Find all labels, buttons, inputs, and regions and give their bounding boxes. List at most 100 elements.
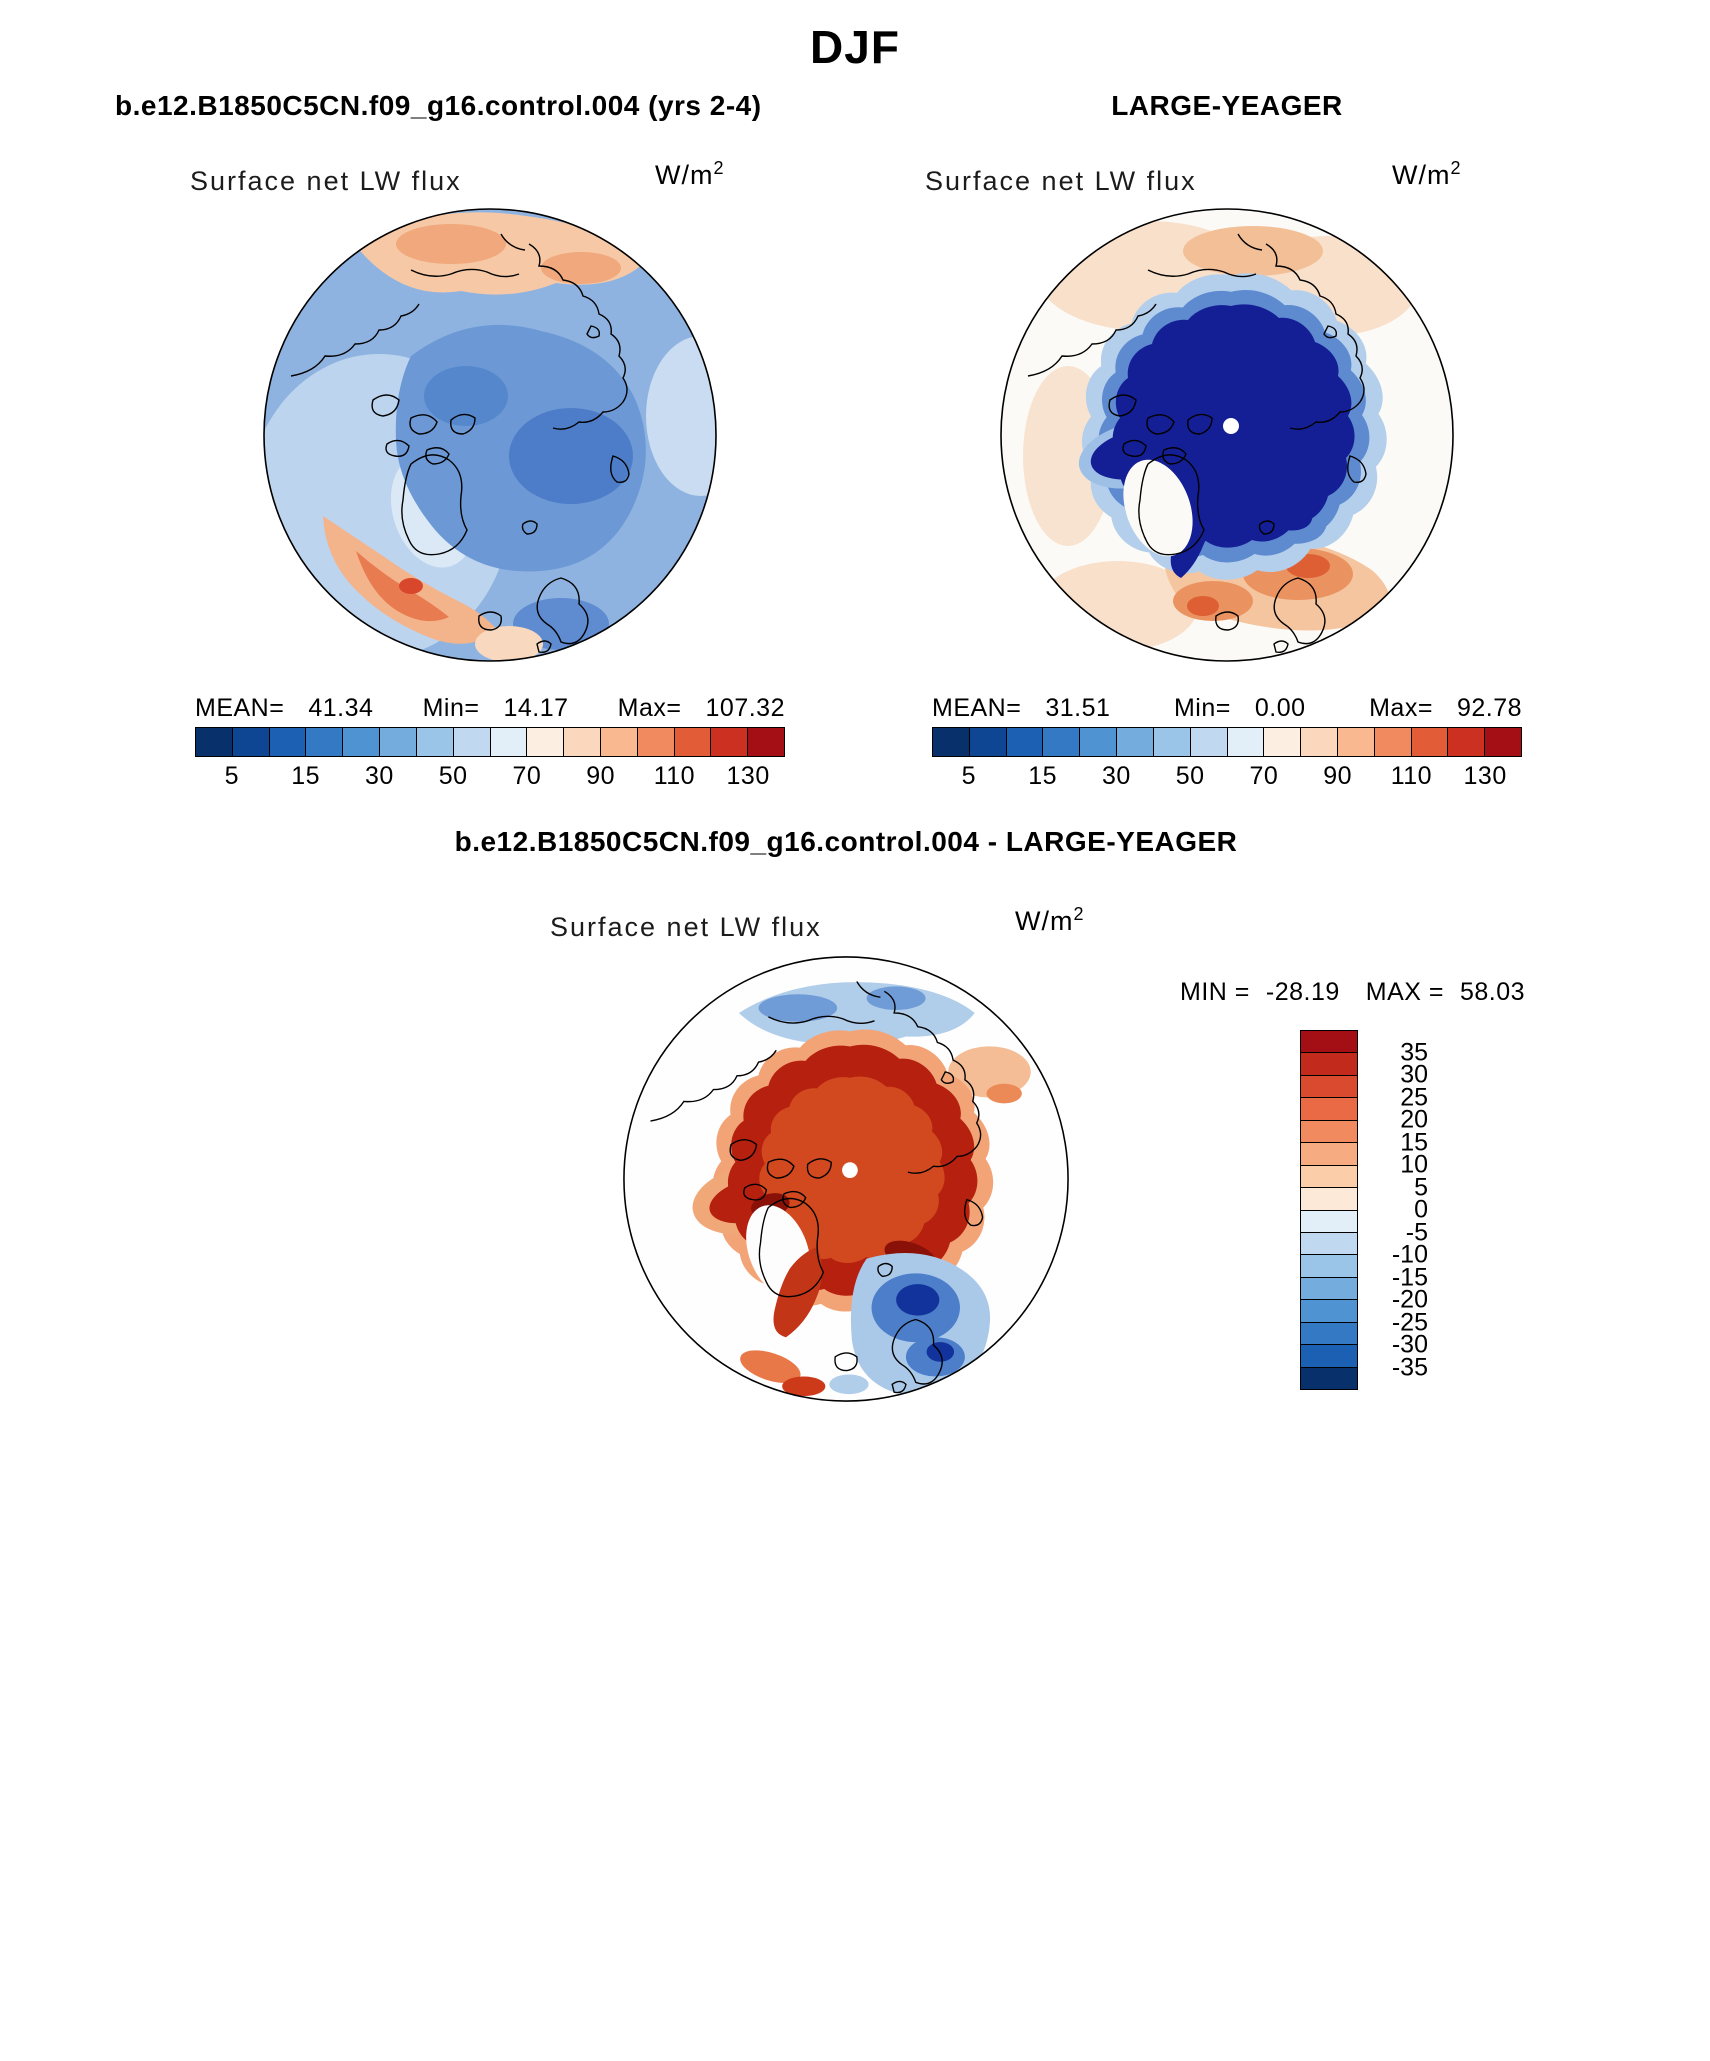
colorbar-cell (1374, 728, 1412, 756)
colorbar-tick-label: 35 (1400, 1038, 1428, 1066)
units-exponent: 2 (713, 158, 725, 178)
colorbar-cell (637, 728, 675, 756)
colorbar-cell (1301, 1300, 1357, 1323)
season-title: DJF (810, 21, 900, 73)
colorbar-cell (1117, 728, 1154, 756)
colorbar-tick-label: 70 (1249, 762, 1279, 790)
colorbar-cell (969, 728, 1007, 756)
obs-colorbar: 5 15 30 50 70 90 110 130 (932, 727, 1522, 792)
colorbar-tick-label: 5 (1414, 1173, 1428, 1201)
colorbar-cell (1301, 1277, 1357, 1301)
colorbar-tick-label: 5 (961, 762, 977, 790)
colorbar-cell (490, 728, 528, 756)
colorbar-cell (1301, 1255, 1357, 1278)
colorbar-tick-label: 110 (653, 762, 696, 790)
min-label: Min= (422, 694, 480, 722)
colorbar-cell (1006, 728, 1044, 756)
colorbar-cell (1337, 728, 1375, 756)
pole-dot (842, 1162, 858, 1179)
colorbar-cells (932, 727, 1522, 757)
colorbar-cells (1300, 1030, 1358, 1390)
colorbar-cells (195, 727, 785, 757)
colorbar-tick-label: 70 (512, 762, 542, 790)
colorbar-cell (527, 728, 565, 756)
colorbar-tick-label: -10 (1391, 1240, 1428, 1269)
model-stats-line: MEAN= 41.34 Min= 14.17 Max= 107.32 (195, 694, 785, 723)
diff-map (623, 956, 1069, 1402)
colorbar-tick-label: 25 (1400, 1083, 1428, 1111)
colorbar-tick-label: -15 (1391, 1263, 1428, 1291)
colorbar-tick-label: 20 (1400, 1105, 1428, 1134)
units-exponent: 2 (1450, 158, 1462, 178)
max-value: 58.03 (1460, 978, 1526, 1006)
mean-value: 31.51 (1045, 694, 1111, 722)
diff-map-title: Surface net LW flux (550, 912, 822, 942)
colorbar-tick-label: -25 (1391, 1308, 1428, 1336)
colorbar-cell (674, 728, 712, 756)
min-value: 0.00 (1254, 694, 1306, 722)
colorbar-cell (1448, 728, 1486, 756)
pole-dot (1223, 418, 1239, 434)
mean-stat: MEAN= 41.34 (195, 694, 373, 723)
colorbar-tick-label: 90 (1323, 762, 1353, 790)
diff-colorbar: 35 30 25 20 15 10 5 0 -5 -10 -15 -20 -25 -30 -35 (1300, 1030, 1460, 1390)
map-boundary-circle (263, 208, 717, 662)
model-units-label: W/m2 (655, 158, 725, 191)
colorbar-cell (711, 728, 749, 756)
colorbar-cell (1301, 1143, 1357, 1166)
colorbar-cell (1301, 1232, 1357, 1256)
diff-minmax-line: MIN = -28.19 MAX = 58.03 (1180, 978, 1525, 1007)
obs-map-title: Surface net LW flux (925, 166, 1197, 196)
colorbar-cell (196, 728, 233, 756)
colorbar-tick-label: 15 (1028, 762, 1058, 790)
units-exponent: 2 (1073, 904, 1085, 924)
colorbar-cell (748, 728, 784, 756)
obs-units-label: W/m2 (1392, 158, 1462, 191)
model-map-title: Surface net LW flux (190, 166, 462, 196)
colorbar-cell (1301, 1098, 1357, 1121)
max-label: Max= (617, 694, 682, 722)
colorbar-cell (380, 728, 417, 756)
map-boundary-circle (623, 956, 1069, 1402)
colorbar-cell (1301, 1345, 1357, 1368)
colorbar-cell (1301, 1322, 1357, 1346)
min-value: -28.19 (1265, 978, 1340, 1006)
flux-field (623, 956, 1069, 1402)
diff-heading: b.e12.B1850C5CN.f09_g16.control.004 - LA… (454, 826, 1238, 857)
right-run-label: LARGE-YEAGER (1111, 90, 1343, 121)
max-stat: Max= 107.32 (618, 694, 785, 723)
mean-label: MEAN= (932, 694, 1022, 722)
colorbar-cell (232, 728, 270, 756)
map-boundary-circle (1000, 208, 1454, 662)
colorbar-cell (1301, 1188, 1357, 1211)
units-base: W/m (1015, 906, 1074, 936)
max-label: MAX = (1365, 978, 1444, 1006)
colorbar-tick-label: 30 (1101, 762, 1131, 790)
colorbar-cell (269, 728, 307, 756)
max-label: Max= (1369, 694, 1433, 722)
colorbar-tick-label: -30 (1391, 1330, 1428, 1359)
colorbar-tick-label: 50 (1175, 762, 1205, 790)
colorbar-cell (1043, 728, 1081, 756)
max-value: 92.78 (1456, 694, 1522, 722)
min-stat: MIN = -28.19 (1180, 978, 1340, 1007)
max-stat: MAX = 58.03 (1366, 978, 1525, 1007)
colorbar-tick-label: 15 (291, 762, 321, 790)
colorbar-tick-labels: 5 15 30 50 70 90 110 130 (195, 762, 785, 792)
min-stat: Min= 14.17 (423, 694, 569, 723)
colorbar-tick-label: 15 (1400, 1128, 1428, 1156)
obs-stats-line: MEAN= 31.51 Min= 0.00 Max= 92.78 (932, 694, 1522, 723)
colorbar-tick-label: -35 (1391, 1353, 1428, 1381)
colorbar-cell (1190, 728, 1228, 756)
model-map (263, 208, 717, 662)
colorbar-cell (1301, 1075, 1357, 1099)
colorbar-tick-label: 30 (364, 762, 394, 790)
colorbar-tick-label: -20 (1391, 1285, 1428, 1314)
colorbar-tick-label: 90 (586, 762, 616, 790)
mean-stat: MEAN= 31.51 (932, 694, 1110, 723)
max-stat: Max= 92.78 (1369, 694, 1522, 723)
diff-units-label: W/m2 (1015, 904, 1085, 937)
max-value: 107.32 (705, 694, 785, 722)
colorbar-tick-label: 10 (1400, 1150, 1428, 1179)
